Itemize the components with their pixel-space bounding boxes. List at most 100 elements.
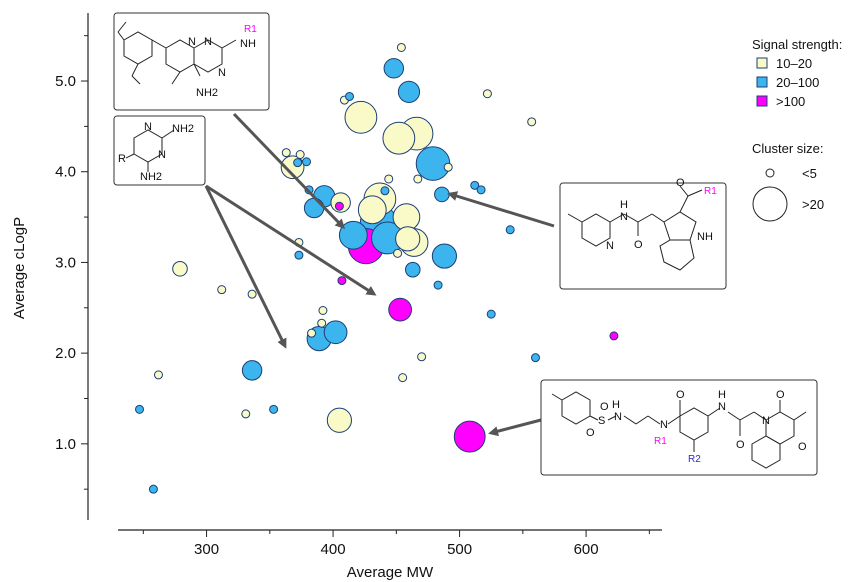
data-point-mid bbox=[303, 197, 325, 219]
data-point-low bbox=[295, 149, 305, 159]
data-point-mid bbox=[380, 186, 390, 196]
legend-swatch-mid bbox=[756, 76, 768, 88]
data-point-low bbox=[527, 117, 537, 127]
structure-3: N H N O R1 NH O bbox=[559, 177, 727, 290]
data-point-low bbox=[247, 289, 257, 299]
x-tick-label: 300 bbox=[194, 541, 219, 558]
data-point-low bbox=[395, 226, 421, 252]
legend-size-small-label: <5 bbox=[802, 166, 817, 181]
data-point-mid bbox=[323, 320, 348, 345]
data-point-mid bbox=[302, 157, 312, 167]
arrow-structure-4 bbox=[488, 418, 542, 437]
data-point-low bbox=[241, 409, 251, 419]
structure-4-n3: N bbox=[718, 401, 726, 413]
y-tick-label: 4.0 bbox=[55, 164, 76, 181]
data-point-low bbox=[307, 328, 317, 338]
arrow-structure-2b bbox=[204, 185, 287, 349]
structure-3-n-pyr: N bbox=[606, 240, 614, 252]
data-point-mid bbox=[397, 80, 421, 104]
legend-swatch-high bbox=[756, 95, 768, 107]
legend-signal-title: Signal strength: bbox=[752, 37, 842, 52]
structure-2-n2: N bbox=[158, 149, 166, 161]
data-point-mid bbox=[135, 404, 145, 414]
data-point-low bbox=[153, 370, 163, 380]
legend-size-title: Cluster size: bbox=[752, 141, 824, 156]
x-axis-label: Average MW bbox=[347, 564, 434, 581]
structure-3-nh: NH bbox=[697, 231, 713, 243]
structure-4-h1: H bbox=[612, 399, 620, 411]
x-tick-label: 600 bbox=[574, 541, 599, 558]
data-point-low bbox=[396, 42, 406, 52]
structure-3-h: H bbox=[620, 199, 628, 211]
x-tick-label: 400 bbox=[321, 541, 346, 558]
structure-4-o2: O bbox=[586, 427, 595, 439]
structure-3-o2: O bbox=[676, 177, 685, 189]
data-point-high bbox=[453, 420, 486, 453]
data-point-low bbox=[384, 174, 394, 184]
structure-4-r1: R1 bbox=[654, 436, 667, 447]
structure-2-nh2-b: NH2 bbox=[140, 171, 162, 183]
structure-4-n2: N bbox=[660, 419, 668, 431]
legend: Signal strength: 10–20 20–100 >100 Clust… bbox=[752, 37, 842, 222]
data-point-low bbox=[172, 260, 188, 277]
data-point-mid bbox=[470, 180, 480, 190]
data-point-mid bbox=[383, 58, 405, 79]
data-point-mid bbox=[476, 185, 486, 195]
legend-size-large-label: >20 bbox=[802, 197, 824, 212]
structure-4-o4: O bbox=[736, 439, 745, 451]
data-point-low bbox=[281, 148, 291, 158]
data-point-high bbox=[609, 331, 619, 341]
legend-size-small bbox=[765, 168, 775, 178]
structure-1-nh: NH bbox=[240, 38, 256, 50]
data-point-mid bbox=[269, 404, 279, 414]
data-point-low bbox=[417, 352, 427, 362]
data-point-low bbox=[357, 195, 387, 225]
structure-4-o6: O bbox=[798, 441, 807, 453]
data-point-mid bbox=[486, 309, 496, 319]
data-point-low bbox=[326, 407, 352, 433]
data-point-mid bbox=[415, 146, 451, 181]
structure-2: N NH2 N R NH2 bbox=[113, 115, 206, 186]
structure-1-n1: N bbox=[204, 36, 212, 48]
legend-swatch-low bbox=[756, 57, 768, 69]
structure-2-n1: N bbox=[144, 121, 152, 133]
structure-1-r1: R1 bbox=[244, 24, 257, 35]
structure-3-r1: R1 bbox=[704, 186, 717, 197]
data-point-high bbox=[388, 297, 412, 322]
data-point-mid bbox=[294, 250, 304, 260]
data-point-low bbox=[318, 306, 328, 316]
data-point-low bbox=[217, 285, 227, 295]
data-point-mid bbox=[431, 243, 457, 269]
data-point-mid bbox=[530, 353, 540, 363]
structure-1-n3: N bbox=[188, 36, 196, 48]
structure-4-n1: N bbox=[614, 411, 622, 423]
data-point-low bbox=[393, 248, 403, 258]
structure-4-s: S bbox=[598, 415, 605, 427]
structure-2-r: R bbox=[118, 153, 126, 165]
data-point-high bbox=[337, 276, 347, 286]
structure-2-nh2-a: NH2 bbox=[172, 123, 194, 135]
legend-size-large bbox=[752, 186, 788, 222]
y-tick-label: 5.0 bbox=[55, 73, 76, 90]
legend-label-low: 10–20 bbox=[776, 56, 812, 71]
data-point-mid bbox=[148, 484, 158, 494]
structure-4-n4: N bbox=[762, 415, 770, 427]
arrow-structure-3 bbox=[447, 191, 555, 228]
data-point-high bbox=[334, 201, 344, 211]
data-point-mid bbox=[434, 186, 450, 203]
y-tick-label: 1.0 bbox=[55, 436, 76, 453]
data-point-low bbox=[344, 100, 378, 134]
data-point-mid bbox=[404, 261, 421, 278]
structure-4-h2: H bbox=[718, 389, 726, 401]
data-point-mid bbox=[293, 158, 303, 168]
data-point-mid bbox=[241, 360, 263, 381]
x-axis-ticks: 300 400 500 600 bbox=[142, 530, 650, 558]
y-axis-ticks: 1.0 2.0 3.0 4.0 5.0 bbox=[55, 35, 88, 490]
x-tick-label: 500 bbox=[447, 541, 472, 558]
structure-3-o1: O bbox=[634, 239, 643, 251]
annotation-arrows bbox=[204, 112, 555, 437]
data-point-mid bbox=[345, 91, 355, 101]
arrow-structure-2a bbox=[205, 184, 377, 296]
axes bbox=[87, 13, 662, 531]
